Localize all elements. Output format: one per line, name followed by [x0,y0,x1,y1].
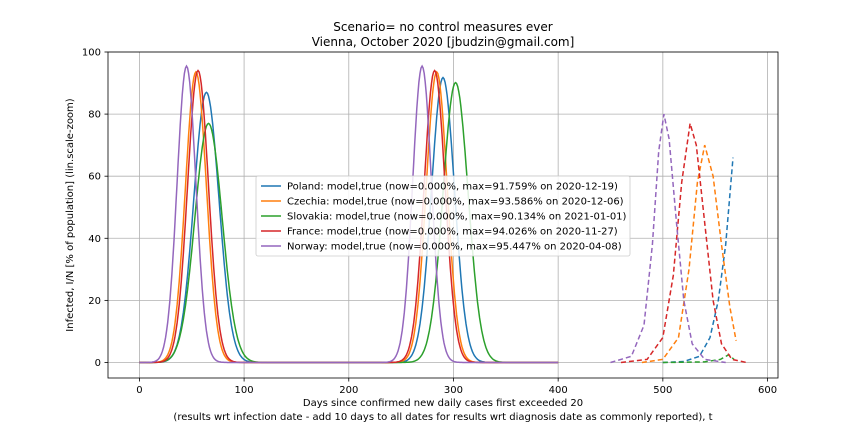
legend-label: France: model,true (now=0.000%, max=94.0… [287,227,618,238]
y-tick-label: 80 [88,110,101,121]
plot-frame [107,51,779,379]
series-line-true-1 [641,144,737,364]
chart-subtitle: Vienna, October 2020 [jbudzin@gmail.com] [312,35,575,49]
x-tick-label: 300 [444,385,463,396]
x-tick-label: 100 [235,385,254,396]
y-tick-label: 0 [95,358,101,369]
series-line-true-4 [610,113,726,364]
x-axis-note: (results wrt infection date - add 10 day… [173,412,712,423]
x-axis-label: Days since confirmed new daily cases fir… [303,398,583,409]
series-line-true-3 [620,123,747,364]
legend-label: Poland: model,true (now=0.000%, max=91.7… [287,182,618,193]
legend: Poland: model,true (now=0.000%, max=91.7… [255,175,631,257]
y-tick-label: 40 [88,234,101,245]
ticks: 0 100 200 300 400 500 600 0 20 40 60 80 100 [82,48,777,397]
x-tick-label: 0 [136,385,142,396]
series-line-true-2 [662,353,735,364]
chart-title: Scenario= no control measures ever [333,20,552,34]
legend-label: Slovakia: model,true (now=0.000%, max=90… [287,212,627,223]
y-tick-label: 100 [82,48,101,59]
x-tick-label: 500 [653,385,672,396]
series-line-model-4 [139,64,559,364]
y-axis-label: Infected, I/N [% of population] (lin.sca… [65,98,76,331]
legend-box [255,175,631,257]
x-tick-label: 600 [758,385,777,396]
y-tick-label: 20 [88,296,101,307]
series-line-true-0 [662,157,734,364]
x-tick-label: 200 [339,385,358,396]
legend-label: Norway: model,true (now=0.000%, max=95.4… [287,242,622,253]
y-tick-label: 60 [88,172,101,183]
legend-label: Czechia: model,true (now=0.000%, max=93.… [287,197,624,208]
series-layer [139,64,747,364]
x-tick-label: 400 [549,385,568,396]
